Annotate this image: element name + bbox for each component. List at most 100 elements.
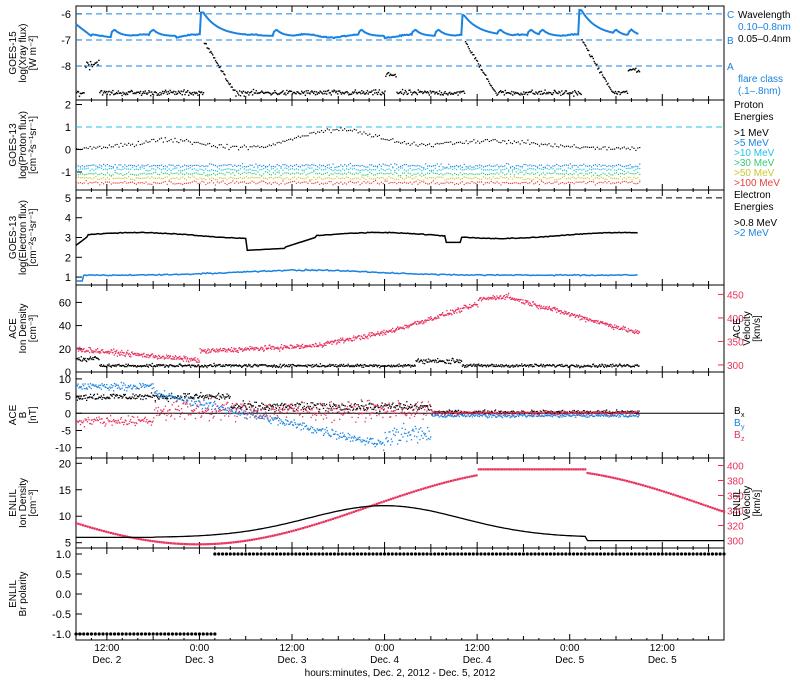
proton-point <box>473 167 474 168</box>
xray-short-point <box>592 56 593 57</box>
proton-point <box>406 182 407 183</box>
ace-b-point <box>185 393 186 394</box>
ace-density-point <box>179 363 180 364</box>
proton-point <box>176 167 177 168</box>
xray-short-point <box>362 92 363 93</box>
proton-point <box>117 144 118 145</box>
xray-short-point <box>169 93 170 94</box>
proton-point <box>180 183 181 184</box>
xray-short-point <box>602 74 603 75</box>
ace-velocity-point <box>129 356 130 357</box>
ace-density-point <box>474 365 475 366</box>
ace-b-point <box>206 394 207 395</box>
ace-b-point <box>136 398 137 399</box>
xray-short-point <box>537 93 538 94</box>
ace-velocity-point <box>398 327 399 328</box>
proton-point <box>508 178 509 179</box>
proton-point <box>161 169 162 170</box>
proton-point <box>410 173 411 174</box>
ace-velocity-point <box>262 348 263 349</box>
xray-short-point <box>374 92 375 93</box>
proton-point <box>178 170 179 171</box>
proton-point <box>439 143 440 144</box>
ace-b-point <box>198 397 199 398</box>
proton-point <box>402 167 403 168</box>
proton-point <box>616 178 617 179</box>
proton-point <box>483 184 484 185</box>
proton-point <box>190 174 191 175</box>
proton-point <box>512 183 513 184</box>
ace-velocity-point <box>459 312 460 313</box>
proton-point <box>496 178 497 179</box>
proton-point <box>140 168 141 169</box>
ace-b-point <box>159 398 160 399</box>
proton-point <box>462 174 463 175</box>
proton-point <box>369 183 370 184</box>
ace-density-point <box>219 364 220 365</box>
proton-point <box>346 168 347 169</box>
ace-velocity-point <box>494 297 495 298</box>
ace-density-point <box>512 365 513 366</box>
proton-point <box>271 174 272 175</box>
proton-point <box>610 177 611 178</box>
proton-point <box>275 144 276 145</box>
proton-point <box>144 173 145 174</box>
proton-point <box>442 183 443 184</box>
proton-point <box>167 170 168 171</box>
proton-point <box>340 170 341 171</box>
ace-velocity-point <box>299 346 300 347</box>
ace-velocity-point <box>380 333 381 334</box>
ace-velocity-point <box>409 326 410 327</box>
xray-short-point <box>373 89 374 90</box>
ace-density-point <box>274 365 275 366</box>
ace-b-point <box>255 407 256 408</box>
ace-density-point <box>230 364 231 365</box>
proton-point <box>367 166 368 167</box>
xray-short-point <box>130 91 131 92</box>
proton-point <box>124 177 125 178</box>
proton-point <box>554 172 555 173</box>
ace-velocity-point <box>185 356 186 357</box>
proton-point <box>595 172 596 173</box>
proton-point <box>176 141 177 142</box>
proton-point <box>550 167 551 168</box>
proton-point <box>140 167 141 168</box>
proton-point <box>269 182 270 183</box>
proton-point <box>504 169 505 170</box>
ace-velocity-point <box>556 308 557 309</box>
proton-point <box>205 168 206 169</box>
ace-velocity-point <box>194 359 195 360</box>
proton-point <box>535 166 536 167</box>
proton-point <box>473 177 474 178</box>
proton-point <box>188 183 189 184</box>
proton-point <box>608 176 609 177</box>
proton-point <box>192 165 193 166</box>
proton-point <box>194 180 195 181</box>
proton-point <box>383 183 384 184</box>
proton-point <box>423 180 424 181</box>
ace-b-point <box>249 407 250 408</box>
proton-point <box>394 170 395 171</box>
ace-density-point <box>316 364 317 365</box>
proton-point <box>495 165 496 166</box>
ace-b-point <box>204 397 205 398</box>
proton-point <box>313 165 314 166</box>
proton-point <box>145 170 146 171</box>
ace-velocity-point <box>364 338 365 339</box>
xray-short-point <box>84 65 85 66</box>
proton-point <box>506 182 507 183</box>
proton-point <box>558 146 559 147</box>
proton-point <box>132 167 133 168</box>
proton-point <box>545 166 546 167</box>
y-axis-label: [cm⁻³] <box>28 315 39 343</box>
proton-point <box>236 170 237 171</box>
proton-point <box>91 169 92 170</box>
proton-point <box>522 166 523 167</box>
proton-point <box>437 163 438 164</box>
ace-b-point <box>219 399 220 400</box>
proton-point <box>294 138 295 139</box>
proton-point <box>595 184 596 185</box>
proton-point <box>402 178 403 179</box>
proton-point <box>105 174 106 175</box>
proton-point <box>213 164 214 165</box>
